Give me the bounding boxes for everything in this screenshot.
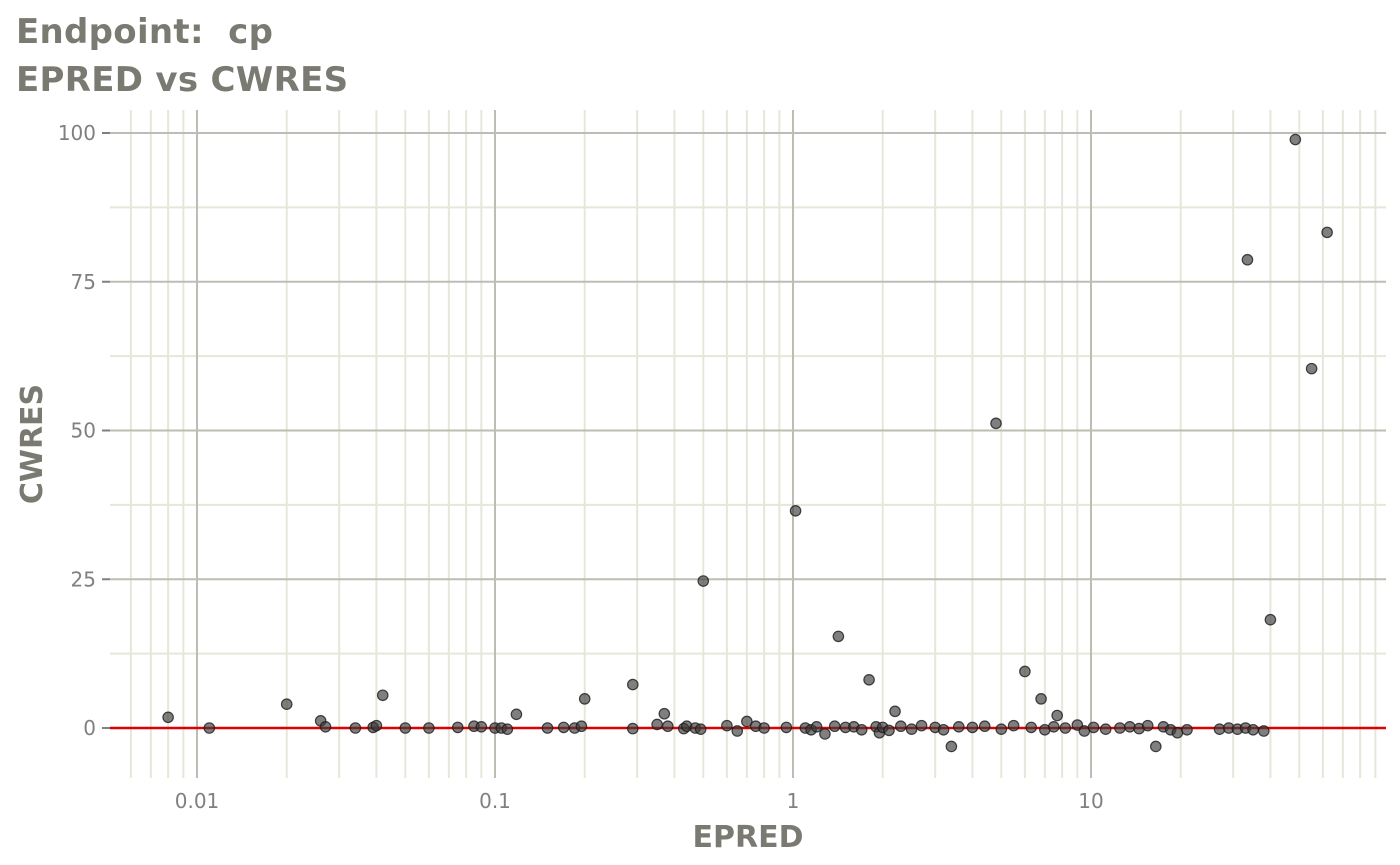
data-point <box>945 740 958 753</box>
data-point <box>501 723 514 735</box>
data-point <box>1047 721 1060 733</box>
data-point <box>1007 719 1020 732</box>
data-point <box>758 722 770 734</box>
data-point <box>741 715 753 728</box>
data-point <box>1019 665 1031 678</box>
data-point <box>819 728 831 740</box>
major-grid <box>110 110 1386 778</box>
data-point <box>661 720 674 733</box>
x-axis-title: EPRED <box>693 820 804 855</box>
data-point <box>966 721 979 734</box>
y-axis-ticks: 0 25 50 75 100 <box>58 121 110 740</box>
data-point <box>1150 740 1162 753</box>
data-point <box>1321 226 1333 239</box>
data-point <box>376 689 389 702</box>
chart-subtitle: EPRED vs CWRES <box>16 60 349 100</box>
data-point <box>1141 719 1154 732</box>
data-point <box>1257 725 1270 737</box>
data-point <box>780 721 793 734</box>
data-point <box>894 720 907 733</box>
data-point <box>658 707 671 720</box>
data-point <box>1114 722 1126 734</box>
data-point <box>810 721 823 733</box>
data-point <box>370 719 383 732</box>
data-point <box>451 721 464 734</box>
x-tick-label: 0.01 <box>175 789 220 813</box>
data-point <box>651 718 663 731</box>
data-point <box>1181 723 1193 736</box>
data-point <box>1087 721 1100 734</box>
data-point <box>423 722 435 734</box>
data-point <box>883 724 895 737</box>
y-tick-label: 100 <box>58 121 96 145</box>
data-point <box>1171 726 1184 739</box>
data-point <box>1124 721 1136 733</box>
data-point <box>626 722 639 735</box>
data-point <box>990 417 1002 430</box>
data-point <box>863 673 875 686</box>
data-point <box>349 722 362 734</box>
data-point <box>575 720 588 733</box>
data-point <box>937 723 950 736</box>
data-point <box>1025 721 1037 734</box>
y-tick-label: 50 <box>71 419 96 443</box>
data-point <box>399 722 412 734</box>
x-axis-ticks: 0.01 0.1 1 10 <box>175 789 1104 813</box>
data-point <box>1059 722 1072 734</box>
data-point <box>1247 723 1259 736</box>
data-point <box>1289 133 1302 146</box>
data-point <box>855 723 868 736</box>
data-point <box>721 719 733 732</box>
x-tick-label: 0.1 <box>479 789 511 813</box>
data-point <box>280 698 293 710</box>
data-point <box>557 721 570 734</box>
data-point <box>731 725 744 737</box>
data-point <box>789 505 802 517</box>
data-point <box>905 723 918 735</box>
data-point <box>162 711 174 724</box>
y-tick-label: 25 <box>71 567 96 591</box>
minor-grid <box>110 110 1386 778</box>
data-point <box>694 723 707 735</box>
data-point <box>1051 709 1063 722</box>
data-point <box>541 722 554 734</box>
data-point <box>578 693 591 705</box>
data-point <box>1264 613 1277 626</box>
data-point <box>475 721 488 733</box>
x-tick-label: 10 <box>1078 789 1103 813</box>
data-point <box>697 575 710 587</box>
data-point <box>1035 693 1047 705</box>
y-tick-label: 75 <box>71 270 96 294</box>
y-axis-title: CWRES <box>15 384 50 504</box>
data-point <box>915 719 928 732</box>
data-point <box>995 723 1008 735</box>
data-point <box>203 722 216 734</box>
data-point <box>889 705 901 718</box>
data-point <box>319 721 332 733</box>
data-point <box>510 708 523 721</box>
data-point <box>832 630 845 643</box>
data-point <box>952 721 965 733</box>
data-point <box>626 678 639 691</box>
data-point <box>978 720 991 733</box>
data-point <box>1305 362 1318 375</box>
data-point <box>1241 253 1254 266</box>
y-tick-label: 0 <box>83 716 96 740</box>
data-point <box>1099 723 1112 735</box>
data-point <box>828 720 841 733</box>
x-tick-label: 1 <box>787 789 800 813</box>
data-points <box>162 133 1333 753</box>
chart-title: Endpoint: cp <box>16 12 274 52</box>
